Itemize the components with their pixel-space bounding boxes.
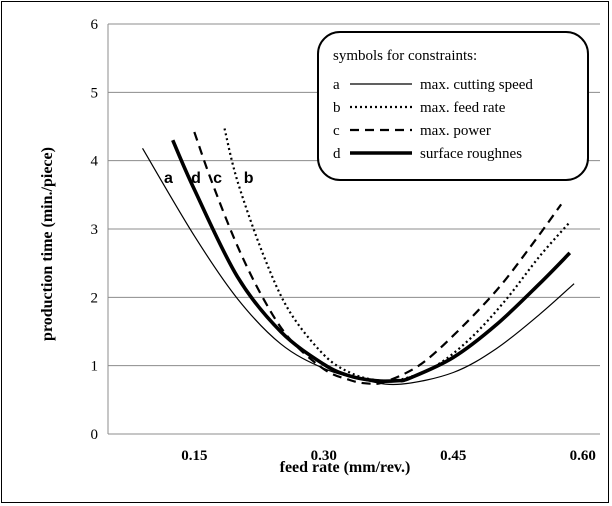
x-axis-label: feed rate (mm/rev.) [280,459,411,476]
curve-label-d: d [191,170,201,187]
legend-label: max. power [420,123,491,139]
series-line-a [142,148,575,386]
legend-item-d: d surface roughnes [333,146,522,162]
legend-item-c: c max. power [333,123,491,139]
legend-label: surface roughnes [420,146,522,162]
x-tick-label: 0.60 [570,448,596,464]
x-tick-label: 0.15 [181,448,207,464]
series-lines [142,128,575,386]
axes [107,24,600,435]
legend-box [317,31,589,181]
y-tick-label: 2 [91,290,99,306]
legend-key: c [333,123,340,139]
legend-key: d [333,146,341,162]
y-tick-label: 3 [91,222,99,238]
legend-items: a max. cutting speed b max. feed rate c max. … [333,77,533,162]
curve-label-b: b [244,170,254,187]
legend-item-a: a max. cutting speed [333,77,533,93]
y-tick-labels: 0 1 2 3 4 5 6 [91,17,99,443]
curve-label-c: c [213,170,222,187]
legend-label: max. feed rate [420,100,506,116]
legend-key: b [333,100,341,116]
legend-key: a [333,77,340,93]
x-tick-label: 0.45 [440,448,466,464]
x-tick-label: 0.30 [311,448,337,464]
legend-title: symbols for constraints: [333,48,477,64]
legend: symbols for constraints: a max. cutting s… [317,31,589,181]
y-axis-label: production time (min./piece) [39,147,56,341]
curve-label-a: a [164,170,173,187]
legend-item-b: b max. feed rate [333,100,506,116]
legend-label: max. cutting speed [420,77,533,93]
x-tick-labels: 0.15 0.30 0.45 0.60 [181,448,596,464]
series-line-d [171,139,572,383]
y-tick-label: 6 [91,17,99,33]
series-line-c [193,131,563,386]
y-tick-label: 0 [91,427,99,443]
y-tick-label: 5 [91,85,99,101]
y-tick-label: 1 [91,359,99,375]
y-tick-label: 4 [91,154,99,170]
